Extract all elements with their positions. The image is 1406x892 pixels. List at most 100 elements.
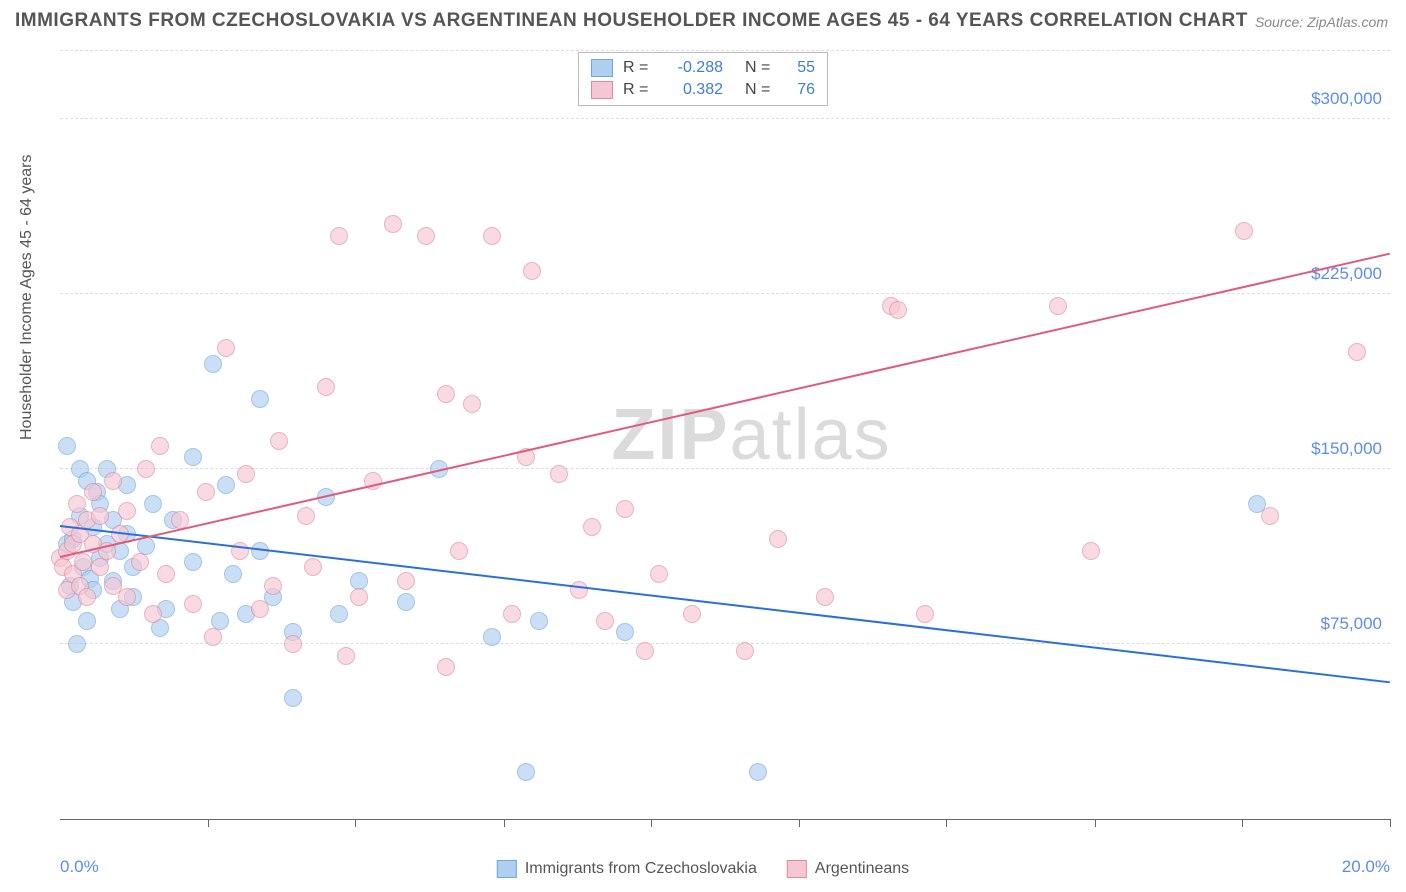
legend-n-label: N = [745,59,775,77]
data-point [384,215,402,233]
legend-r-label: R = [623,81,653,99]
data-point [184,595,202,613]
grid-line [60,468,1390,469]
data-point [350,572,368,590]
legend-series-name: Immigrants from Czechoslovakia [525,860,757,878]
data-point [118,588,136,606]
data-point [184,448,202,466]
data-point [463,395,481,413]
data-point [78,612,96,630]
data-point [224,565,242,583]
grid-line [60,50,1390,51]
data-point [84,483,102,501]
data-point [284,635,302,653]
data-point [616,500,634,518]
legend-swatch [787,860,807,878]
correlation-legend: R = -0.288 N = 55 R = 0.382 N = 76 [578,52,828,106]
y-axis-title: Householder Income Ages 45 - 64 years [18,155,36,441]
grid-line [60,293,1390,294]
data-point [330,605,348,623]
data-point [350,588,368,606]
y-tick-label: $75,000 [1321,614,1382,634]
data-point [483,227,501,245]
x-tick [504,819,505,827]
data-point [397,572,415,590]
data-point [450,542,468,560]
legend-n-value: 55 [785,59,815,77]
watermark-text: ZIPatlas [612,394,892,476]
y-tick-label: $300,000 [1311,89,1382,109]
data-point [264,577,282,595]
x-tick [946,819,947,827]
data-point [144,495,162,513]
legend-row: R = 0.382 N = 76 [591,79,815,101]
data-point [1235,222,1253,240]
data-point [91,507,109,525]
data-point [596,612,614,630]
data-point [517,763,535,781]
data-point [1082,542,1100,560]
data-point [184,553,202,571]
x-tick [799,819,800,827]
data-point [237,465,255,483]
data-point [91,558,109,576]
data-point [550,465,568,483]
data-point [58,437,76,455]
grid-line [60,643,1390,644]
data-point [636,642,654,660]
data-point [68,495,86,513]
data-point [137,460,155,478]
x-tick [651,819,652,827]
data-point [118,502,136,520]
data-point [157,565,175,583]
data-point [483,628,501,646]
legend-r-label: R = [623,59,653,77]
legend-item: Argentineans [787,860,909,878]
legend-swatch [497,860,517,878]
data-point [297,507,315,525]
data-point [503,605,521,623]
x-tick [208,819,209,827]
x-axis-min-label: 0.0% [60,857,99,877]
legend-n-label: N = [745,81,775,99]
data-point [204,628,222,646]
data-point [131,553,149,571]
data-point [104,472,122,490]
chart-plot-area: ZIPatlas $75,000$150,000$225,000$300,000 [60,50,1390,820]
data-point [304,558,322,576]
legend-r-value: 0.382 [663,81,723,99]
data-point [251,390,269,408]
legend-series-name: Argentineans [815,860,909,878]
data-point [251,600,269,618]
x-tick [1095,819,1096,827]
data-point [916,605,934,623]
legend-swatch [591,81,613,99]
data-point [270,432,288,450]
data-point [68,635,86,653]
data-point [74,553,92,571]
data-point [144,605,162,623]
data-point [151,437,169,455]
data-point [736,642,754,660]
y-tick-label: $150,000 [1311,439,1382,459]
data-point [1348,343,1366,361]
legend-row: R = -0.288 N = 55 [591,57,815,79]
legend-r-value: -0.288 [663,59,723,77]
data-point [437,385,455,403]
legend-swatch [591,59,613,77]
data-point [650,565,668,583]
legend-n-value: 76 [785,81,815,99]
data-point [1261,507,1279,525]
data-point [211,612,229,630]
data-point [616,623,634,641]
data-point [317,378,335,396]
data-point [284,689,302,707]
x-axis-max-label: 20.0% [1342,857,1390,877]
source-attribution: Source: ZipAtlas.com [1255,14,1388,30]
data-point [749,763,767,781]
data-point [523,262,541,280]
data-point [337,647,355,665]
data-point [204,355,222,373]
data-point [683,605,701,623]
data-point [397,593,415,611]
